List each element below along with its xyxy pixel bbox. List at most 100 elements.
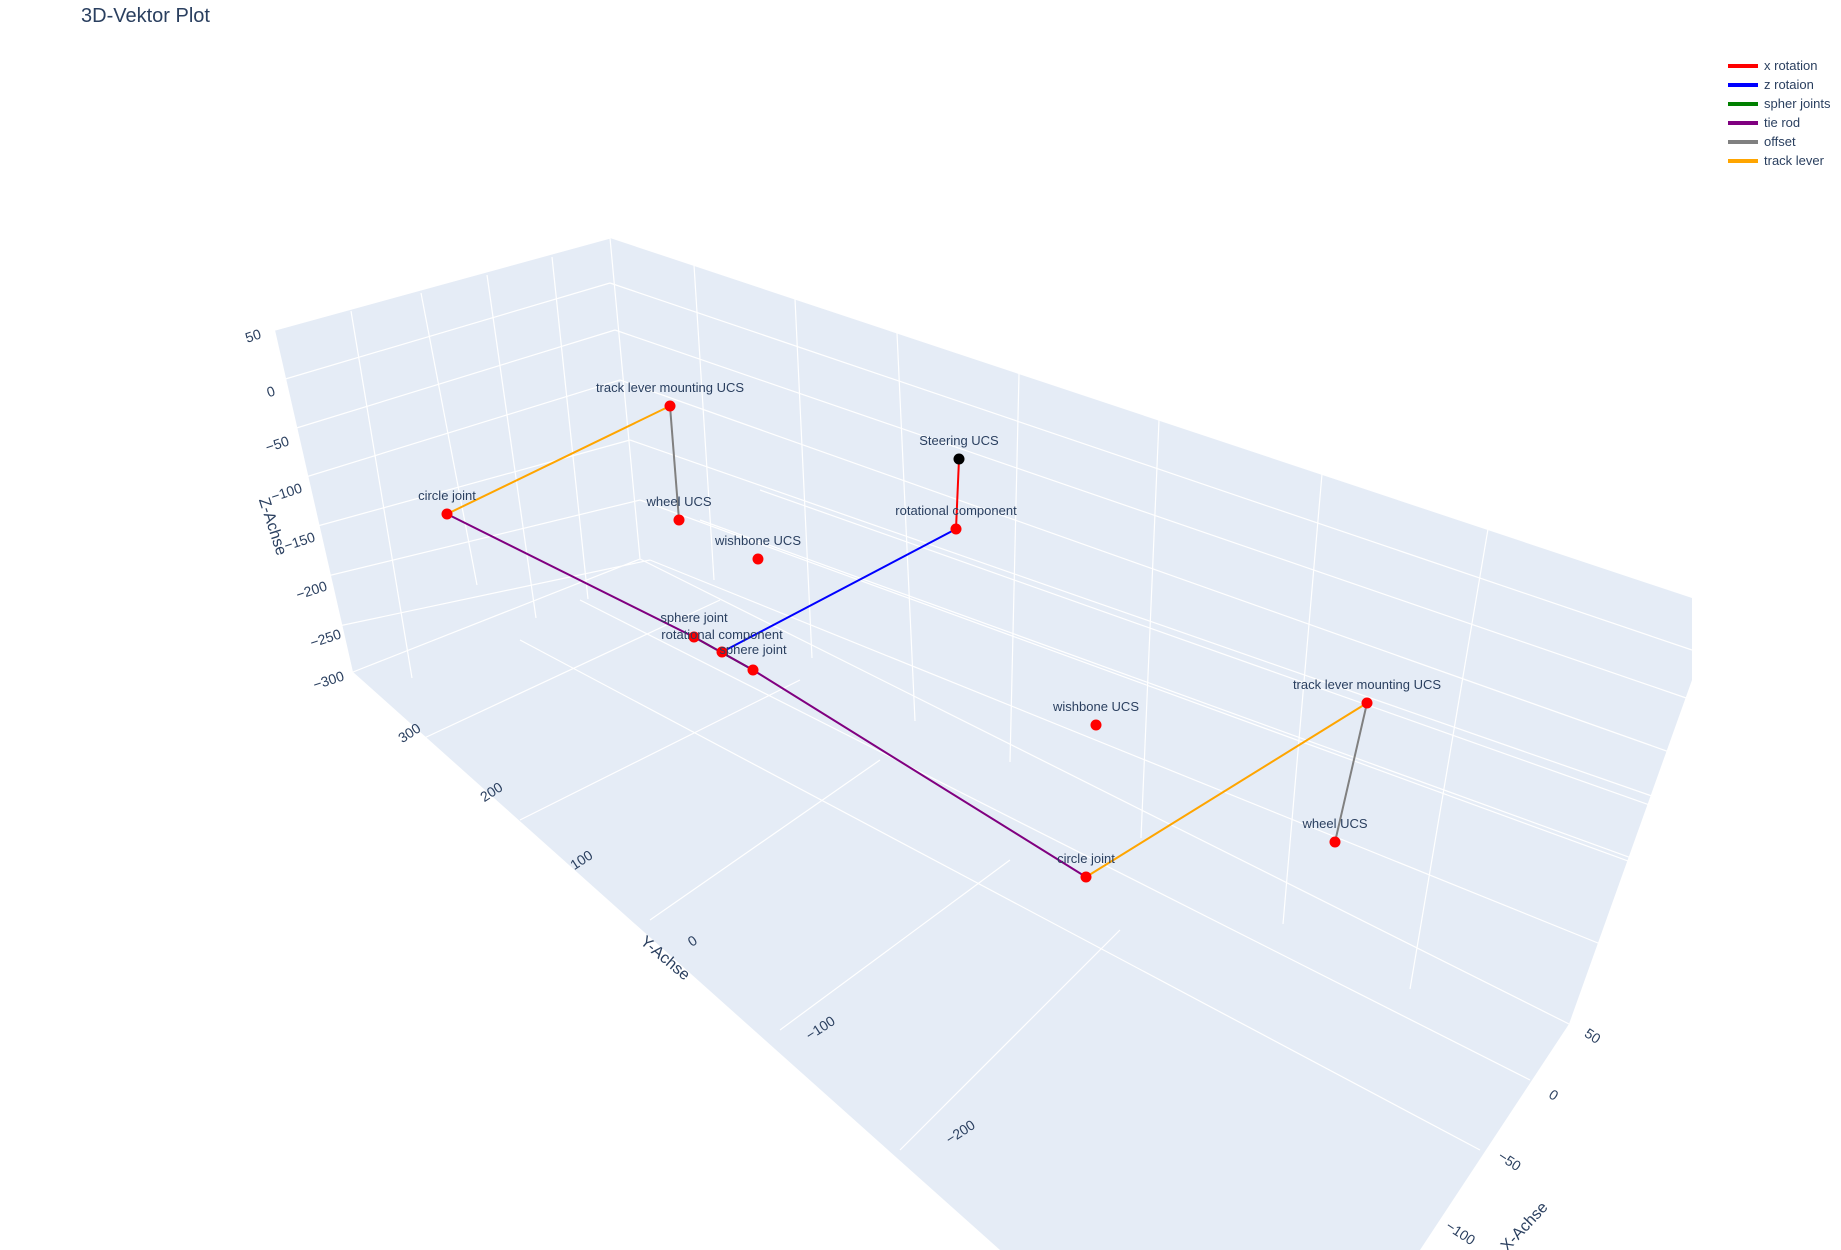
marker-label: track lever mounting UCS <box>1293 677 1441 692</box>
grid-line <box>551 256 589 600</box>
grid-line <box>759 489 1693 821</box>
marker-tlm-right <box>1361 697 1373 709</box>
marker-label: track lever mounting UCS <box>596 380 744 395</box>
chart-title: 3D-Vektor Plot <box>81 5 210 27</box>
legend-item[interactable]: z rotaion <box>1728 75 1830 94</box>
grid-line <box>609 282 1693 651</box>
grid-line <box>899 929 1121 1151</box>
grid-line <box>352 558 641 673</box>
grid-line <box>519 639 1481 1151</box>
grid-line <box>1140 419 1160 839</box>
legend-label: x rotation <box>1764 58 1818 73</box>
legend-swatch <box>1728 158 1758 163</box>
grid-line <box>1009 373 1020 763</box>
grid-line <box>1409 528 1489 990</box>
series-line-z-rotaion <box>721 528 957 653</box>
legend-label: track lever <box>1764 153 1824 168</box>
marker-circle-left <box>441 508 453 520</box>
marker-rot-comp-center <box>716 646 728 658</box>
z-tick-label: 0 <box>265 383 278 401</box>
marker-label: circle joint <box>1057 851 1115 866</box>
marker-steering-ucs <box>953 453 965 465</box>
marker-label: wishbone UCS <box>714 533 801 548</box>
legend-swatch <box>1728 82 1758 87</box>
legend-item[interactable]: offset <box>1728 132 1830 151</box>
grid-line <box>420 292 478 586</box>
marker-label: Steering UCS <box>919 433 999 448</box>
legend-swatch <box>1728 63 1758 68</box>
x-tick-label: 50 <box>1582 1025 1604 1047</box>
grid-line <box>295 379 621 481</box>
marker-label: sphere joint <box>719 642 787 657</box>
grid-line <box>486 274 537 619</box>
grid-line <box>629 439 1693 811</box>
marker-wishbone-right <box>1090 719 1102 731</box>
legend-item[interactable]: tie rod <box>1728 113 1830 132</box>
grid-line <box>289 329 616 431</box>
marker-wheel-left <box>673 514 685 526</box>
legend-item[interactable]: spher joints <box>1728 94 1830 113</box>
z-axis-title: Z-Achse <box>255 496 290 558</box>
marker-label: wishbone UCS <box>1052 699 1139 714</box>
marker-wheel-right <box>1329 836 1341 848</box>
series-line-offset <box>1334 702 1368 843</box>
point-labels: Steering UCS rotational component rotation… <box>418 380 1441 866</box>
z-tick-label: −100 <box>269 480 304 505</box>
marker-label: circle joint <box>418 488 476 503</box>
series-line-track-lever <box>446 405 671 515</box>
grid-line <box>794 298 813 659</box>
series-line-track-lever <box>1085 702 1368 878</box>
marker-tlm-left <box>664 400 676 412</box>
legend-label: offset <box>1764 134 1796 149</box>
z-tick-label: −50 <box>263 433 291 456</box>
grid-line <box>619 379 1693 761</box>
legend-swatch <box>1728 120 1758 125</box>
marker-label: wheel UCS <box>645 494 711 509</box>
grid-line <box>609 237 641 560</box>
legend-item[interactable]: x rotation <box>1728 56 1830 75</box>
grid-line <box>281 282 611 381</box>
legend-swatch <box>1728 101 1758 106</box>
marker-label: wheel UCS <box>1301 816 1367 831</box>
marker-label: rotational component <box>895 503 1017 518</box>
grid-lines <box>274 237 1693 1151</box>
z-tick-label: −300 <box>311 668 346 693</box>
marker-sphere-right <box>747 664 759 676</box>
grid-line <box>699 519 1693 881</box>
z-tick-label: −250 <box>308 626 343 651</box>
x-tick-label: −50 <box>1495 1148 1524 1174</box>
grid-line <box>693 264 715 581</box>
x-axis-title: X-Achse <box>1498 1199 1552 1250</box>
grid-line <box>649 559 1641 961</box>
z-tick-label: 50 <box>243 326 263 346</box>
x-tick-label: −100 <box>1443 1218 1478 1249</box>
axis-panes <box>275 238 1692 1250</box>
grid-line <box>649 759 881 921</box>
grid-line <box>419 599 721 741</box>
grid-line <box>1282 473 1323 925</box>
grid-line <box>274 237 611 331</box>
legend-label: spher joints <box>1764 96 1831 111</box>
series-line-offset <box>669 405 680 521</box>
x-tick-label: 0 <box>1546 1086 1561 1104</box>
legend-label: z rotaion <box>1764 77 1814 92</box>
marker-sphere-left <box>688 631 700 643</box>
legend-item[interactable]: track lever <box>1728 151 1830 170</box>
grid-line <box>579 599 1531 1081</box>
grid-line <box>779 859 1011 1031</box>
grid-line <box>639 499 1681 881</box>
legend: x rotation z rotaion spher joints tie rod of… <box>1728 56 1830 170</box>
grid-line <box>350 310 413 679</box>
grid-line <box>310 499 641 581</box>
grid-line <box>896 332 916 722</box>
series-line-x-rotation <box>955 458 960 530</box>
marker-wishbone-left <box>752 553 764 565</box>
marker-circle-right <box>1080 871 1092 883</box>
marker-rot-comp-top <box>950 523 962 535</box>
z-tick-label: −200 <box>294 578 329 603</box>
legend-swatch <box>1728 139 1758 144</box>
legend-label: tie rod <box>1764 115 1801 130</box>
scene-pane <box>275 238 1692 1250</box>
grid-line <box>302 439 631 531</box>
